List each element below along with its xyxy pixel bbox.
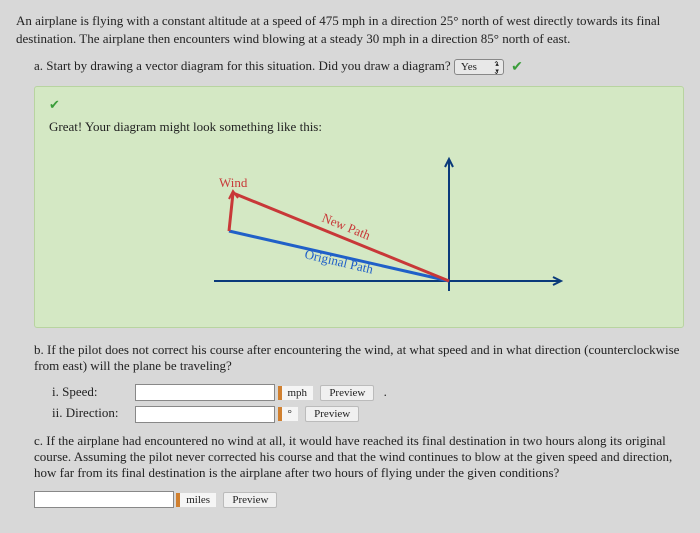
feedback-check-icon: ✔ bbox=[49, 97, 669, 113]
part-b-text: If the pilot does not correct his course… bbox=[34, 342, 679, 373]
distance-unit: miles bbox=[176, 493, 216, 507]
part-a: a. Start by drawing a vector diagram for… bbox=[34, 58, 684, 76]
speed-preview-button[interactable]: Preview bbox=[320, 385, 374, 401]
part-c-text: If the airplane had encountered no wind … bbox=[34, 433, 672, 480]
speed-label: i. Speed: bbox=[52, 384, 132, 400]
distance-input[interactable] bbox=[34, 491, 174, 508]
part-a-label: a. bbox=[34, 58, 43, 73]
period: . bbox=[384, 384, 387, 399]
wind-label: Wind bbox=[219, 175, 248, 190]
speed-input[interactable] bbox=[135, 384, 275, 401]
dropdown-value: Yes bbox=[461, 61, 477, 73]
origpath-label: Original Path bbox=[303, 246, 375, 276]
problem-statement: An airplane is flying with a constant al… bbox=[16, 12, 684, 48]
direction-label: ii. Direction: bbox=[52, 405, 132, 421]
check-icon: ✔ bbox=[511, 60, 523, 75]
part-c: c. If the airplane had encountered no wi… bbox=[34, 433, 684, 481]
diagram-dropdown[interactable]: Yes ▴▾ bbox=[454, 59, 504, 75]
direction-unit: ° bbox=[278, 407, 298, 421]
vector-diagram: Wind New Path Original Path bbox=[49, 145, 669, 317]
feedback-text: Great! Your diagram might look something… bbox=[49, 119, 669, 135]
speed-unit: mph bbox=[278, 386, 314, 400]
part-c-label: c. bbox=[34, 433, 43, 448]
part-a-text: Start by drawing a vector diagram for th… bbox=[46, 58, 450, 73]
distance-preview-button[interactable]: Preview bbox=[223, 492, 277, 508]
direction-input[interactable] bbox=[135, 406, 275, 423]
direction-preview-button[interactable]: Preview bbox=[305, 406, 359, 422]
part-b: b. If the pilot does not correct his cou… bbox=[34, 342, 684, 374]
part-b-label: b. bbox=[34, 342, 44, 357]
feedback-panel: ✔ Great! Your diagram might look somethi… bbox=[34, 86, 684, 328]
